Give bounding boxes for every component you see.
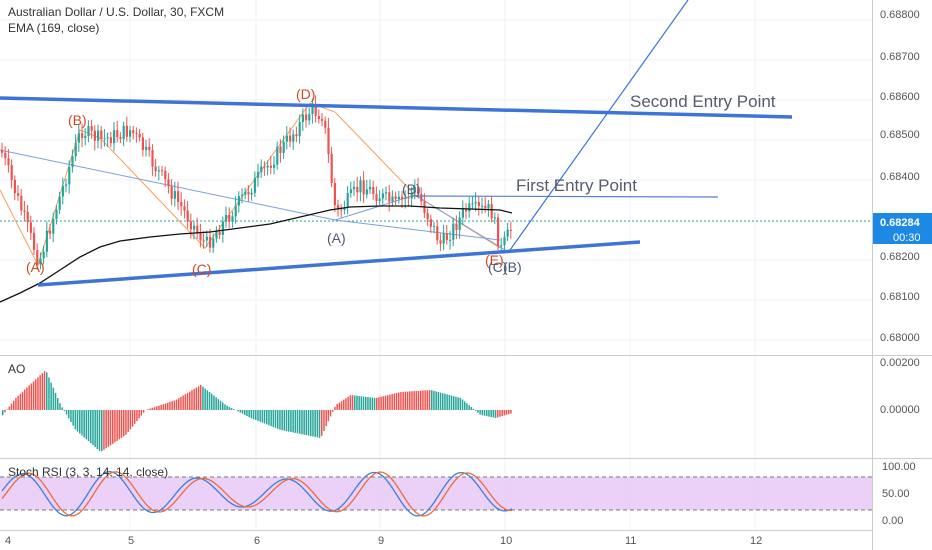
time-tick-7: 12: [750, 535, 762, 547]
lower-trendline[interactable]: [37, 240, 641, 287]
ema-line: [0, 205, 513, 303]
wave-label-c1: (C): [192, 261, 211, 277]
wave-label-b2: (B): [402, 181, 421, 197]
first-entry-line[interactable]: [411, 195, 719, 198]
price-tick-6: 0.68200: [880, 251, 920, 263]
price-tick-8: 0.68000: [880, 332, 920, 344]
ao-histogram: [2, 371, 512, 452]
stoch-k-line: [1, 470, 513, 517]
wave-label-e2: (E): [485, 252, 504, 268]
ao-tick-1: 0.00200: [880, 357, 920, 369]
time-tick-6: 11: [625, 535, 636, 547]
last-price-badge: [873, 213, 932, 244]
grid: [0, 0, 872, 530]
stoch-band: [0, 477, 872, 510]
stoch-title[interactable]: Stoch RSI (3, 3, 14, 14, close): [8, 465, 168, 479]
price-axis[interactable]: 0.68800 0.68700 0.68600 0.68500 0.68400 …: [880, 9, 920, 344]
wave-label-c2: (C): [488, 259, 507, 275]
wave-label-a1: (A): [26, 259, 45, 275]
price-tick-3: 0.68600: [880, 91, 920, 103]
time-tick-3: 6: [254, 535, 260, 547]
projection-line[interactable]: [509, 0, 689, 251]
price-tick-2: 0.68700: [880, 51, 920, 63]
ao-tick-2: 0.00000: [880, 404, 920, 416]
wave-label-d1: (D): [296, 86, 315, 102]
symbol-title: Australian Dollar / U.S. Dollar, 30, FXC…: [8, 5, 224, 19]
first-entry-label[interactable]: First Entry Point: [516, 176, 637, 195]
wave-path-left: [0, 102, 501, 267]
stoch-tick-3: 0.00: [882, 515, 903, 527]
time-tick-5: 10: [500, 535, 512, 547]
wave-label-b1: (B): [68, 112, 87, 128]
wave-label-b3: (B): [503, 259, 522, 275]
second-entry-label[interactable]: Second Entry Point: [630, 92, 776, 111]
time-tick-1: 4: [5, 535, 11, 547]
stoch-tick-2: 50.00: [882, 488, 910, 500]
time-tick-4: 9: [378, 535, 384, 547]
price-tick-1: 0.68800: [880, 9, 920, 21]
stoch-tick-1: 100.00: [882, 461, 916, 473]
price-tick-4: 0.68500: [880, 129, 920, 141]
last-price-value: 0.68284: [880, 217, 921, 229]
price-tick-7: 0.68100: [880, 291, 920, 303]
bar-countdown: 00:30: [893, 232, 921, 244]
time-axis[interactable]: 4 5 6 9 10 11 12: [5, 535, 762, 547]
wave-label-a2: (A): [327, 230, 346, 246]
ao-title[interactable]: AO: [8, 362, 25, 376]
stoch-d-line: [1, 471, 512, 517]
ema-indicator-label[interactable]: EMA (169, close): [8, 21, 99, 35]
candles: [1, 95, 512, 270]
upper-trendline[interactable]: [0, 96, 793, 119]
time-tick-2: 5: [128, 535, 134, 547]
price-tick-5: 0.68400: [880, 171, 920, 183]
